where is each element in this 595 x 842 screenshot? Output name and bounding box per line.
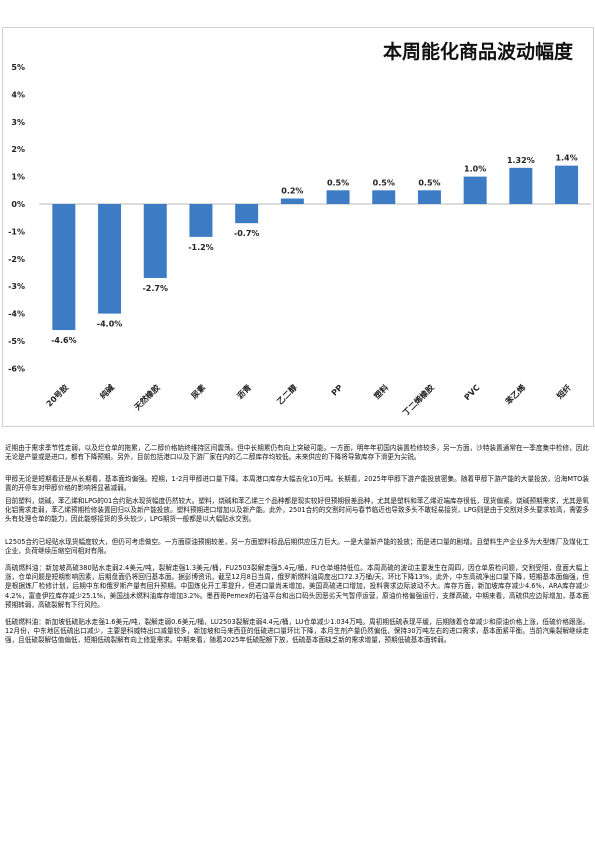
bar	[189, 204, 213, 237]
data-label: 0.5%	[418, 178, 440, 187]
x-tick-label: 短纤	[555, 382, 573, 400]
data-label: 1.4%	[555, 154, 577, 163]
bar-chart: 本周能化商品波动幅度 5% 4% 3% 2% 1% 0% -1% -2% -3% -4% -5% -6…	[8, 40, 591, 418]
y-tick-label: 0%	[11, 200, 25, 209]
x-tick-label: 苯乙烯	[503, 382, 528, 407]
data-label: -4.6%	[51, 336, 77, 345]
bar	[372, 190, 396, 204]
x-tick-label: 乙二醇	[275, 382, 299, 406]
value-labels: -4.6% -4.0% -2.7% -1.2% -0.7% 0.2% 0.5% 0.5% 0.5…	[51, 154, 578, 345]
y-tick-label: -6%	[8, 364, 25, 373]
y-tick-label: 5%	[11, 63, 25, 72]
bar	[326, 190, 350, 204]
paragraph-methanol: 甲醇无论是短期看还是从长期看，基本面均偏强。短期，1-2月甲醇进口量下降。本周港…	[5, 475, 589, 493]
data-label: 0.5%	[373, 178, 395, 187]
data-label: 1.0%	[464, 165, 486, 174]
y-axis-ticks: 5% 4% 3% 2% 1% 0% -1% -2% -3% -4% -5% -6%	[8, 63, 25, 373]
paragraph-low-sulfur-fuel-oil: 低硫燃料油：新加坡低硫贴水走强1.6美元/吨，裂解走弱0.6美元/桶，LU250…	[5, 618, 589, 645]
paragraph-high-sulfur-fuel-oil: 高硫燃料油：新加坡高硫380贴水走弱2.4美元/吨，裂解走强1.3美元/桶，FU…	[5, 564, 589, 609]
x-tick-label: 天然橡胶	[132, 382, 162, 412]
bar	[98, 204, 122, 314]
bars	[52, 165, 579, 331]
bar	[555, 165, 579, 204]
data-label: -1.2%	[188, 243, 214, 252]
y-tick-label: -2%	[8, 255, 25, 264]
chart-frame: 本周能化商品波动幅度 5% 4% 3% 2% 1% 0% -1% -2% -3% -4% -5% -6…	[2, 27, 594, 427]
y-tick-label: 2%	[11, 145, 25, 154]
x-tick-label: 丁二烯橡胶	[401, 382, 436, 417]
y-tick-label: -5%	[8, 337, 25, 346]
bar	[280, 198, 304, 204]
y-tick-label: -4%	[8, 310, 25, 319]
x-tick-label: PVC	[463, 383, 482, 402]
x-tick-label: 尿素	[189, 382, 207, 400]
x-tick-label: 塑料	[372, 382, 390, 400]
y-tick-label: -1%	[8, 227, 25, 236]
paragraph-ethylene-glycol: 近期由于需求季节性走弱，以及烂仓单的拖累，乙二醇价格始终维持区间震荡。但中长期累…	[5, 444, 589, 462]
y-tick-label: 4%	[11, 90, 25, 99]
bar	[143, 204, 167, 278]
data-label: 1.32%	[507, 156, 535, 165]
y-tick-label: 1%	[11, 173, 25, 182]
data-label: 0.2%	[281, 187, 303, 196]
x-tick-label: 20号胶	[44, 382, 70, 408]
data-label: -4.0%	[97, 320, 123, 329]
data-label: -2.7%	[142, 284, 168, 293]
chart-title: 本周能化商品波动幅度	[383, 40, 574, 63]
x-tick-label: PP	[330, 383, 345, 398]
bar	[235, 204, 259, 224]
bar	[52, 204, 76, 331]
x-tick-label: 沥青	[235, 382, 253, 400]
paragraph-basis-discount: 目前塑料，烧碱，苯乙烯和LPG的01合约贴水现货幅度仍然较大。塑料，烧碱和苯乙烯…	[5, 497, 589, 524]
x-axis-labels: 20号胶纯碱天然橡胶尿素沥青乙二醇PP塑料丁二烯橡胶PVC苯乙烯短纤PTA	[44, 382, 573, 417]
x-tick-label: 纯碱	[98, 382, 116, 400]
y-tick-label: 3%	[11, 118, 25, 127]
bar	[463, 176, 487, 204]
bar	[417, 190, 441, 204]
paragraph-plastic-l2505: L2505合约已经贴水现货幅度较大，但仍可考虑做空。一方面原油预期较差，另一方面…	[5, 538, 589, 556]
y-tick-label: -3%	[8, 282, 25, 291]
bar	[509, 167, 533, 204]
data-label: 0.5%	[327, 178, 349, 187]
data-label: -0.7%	[234, 229, 260, 238]
